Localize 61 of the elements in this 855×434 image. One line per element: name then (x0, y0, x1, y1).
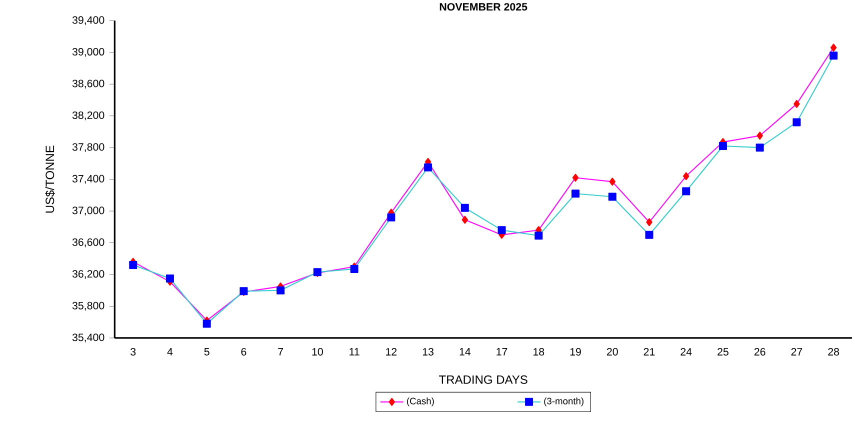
point (830, 44, 837, 52)
point (129, 261, 138, 269)
x-tick-label: 19 (570, 348, 581, 356)
chart-title: NOVEMBER 2025 (440, 3, 528, 11)
point (794, 100, 800, 108)
point (572, 190, 580, 198)
y-tick-label: 38,200 (72, 111, 104, 120)
y-tick-label: 38,600 (72, 80, 104, 89)
point (830, 52, 838, 60)
point (424, 163, 432, 172)
point (387, 213, 396, 222)
x-tick-label: 3 (130, 348, 136, 356)
x-tick-label: 24 (680, 348, 692, 356)
y-tick-label: 35,800 (72, 302, 104, 311)
y-axis-title: US$/TONNE (45, 146, 55, 213)
x-tick-label: 6 (241, 348, 246, 356)
point (608, 192, 616, 201)
x-tick-label: 14 (460, 348, 471, 356)
x-tick-label: 18 (534, 348, 544, 356)
x-tick-label: 25 (718, 348, 728, 356)
y-tick-label: 39,400 (72, 16, 104, 26)
point (166, 274, 174, 282)
x-tick-label: 5 (204, 348, 210, 356)
y-tick-label: 35,400 (72, 334, 104, 342)
x-tick-label: 27 (791, 348, 802, 356)
point (718, 142, 727, 150)
y-tick-label: 37,400 (72, 174, 104, 184)
point (682, 172, 690, 180)
y-tick-label: 37,000 (72, 206, 104, 216)
point (572, 174, 579, 182)
point (682, 187, 690, 196)
point (498, 226, 506, 234)
point (792, 118, 801, 126)
point (276, 286, 285, 294)
y-tick-label: 36,200 (72, 270, 104, 279)
x-tick-label: 11 (350, 348, 360, 356)
point (460, 204, 469, 212)
x-tick-label: 7 (278, 348, 284, 356)
point (534, 232, 543, 240)
x-tick-label: 17 (496, 348, 508, 356)
x-tick-label: 13 (422, 348, 434, 356)
y-tick-label: 39,000 (72, 48, 104, 57)
point (202, 320, 211, 328)
y-tick-label: 36,600 (72, 238, 104, 248)
legend-label: (Cash) (407, 398, 434, 406)
x-tick-label: 4 (167, 348, 173, 356)
point (609, 178, 616, 186)
point (646, 218, 652, 226)
x-tick-label: 20 (606, 348, 618, 356)
x-tick-label: 26 (754, 348, 766, 356)
point (756, 144, 764, 152)
point (645, 230, 654, 239)
x-axis-title: TRADING DAYS (439, 375, 528, 384)
point (462, 216, 468, 224)
legend-label: (3-month) (544, 398, 584, 406)
point (756, 132, 763, 140)
x-tick-label: 21 (644, 348, 655, 356)
x-tick-label: 12 (386, 348, 397, 356)
y-tick-label: 37,800 (72, 143, 104, 152)
x-tick-label: 10 (312, 348, 323, 356)
x-tick-label: 28 (828, 348, 840, 356)
